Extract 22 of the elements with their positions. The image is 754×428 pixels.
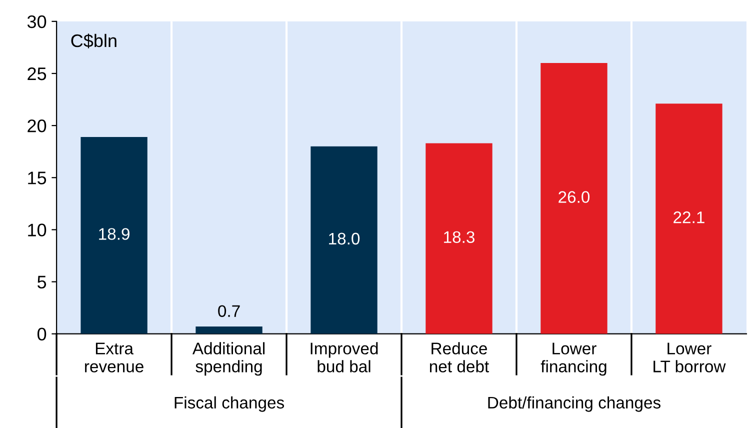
y-tick-label: 30 bbox=[27, 15, 46, 28]
y-tick-label: 25 bbox=[28, 67, 46, 80]
y-tick-label: 20 bbox=[28, 119, 46, 132]
y-tick-label: 15 bbox=[28, 172, 46, 184]
x-tick-label: Lower LT borrow bbox=[654, 342, 726, 372]
text: Fiscal changes bbox=[174, 396, 284, 412]
data-label: 0.7 bbox=[218, 305, 240, 318]
y-tick-label: 5 bbox=[38, 276, 46, 288]
y-tick-label: 10 bbox=[28, 224, 46, 236]
y-axis-title: C$bln bbox=[71, 34, 116, 48]
data-label: 18.3 bbox=[444, 231, 474, 244]
data-label: 18.0 bbox=[329, 232, 360, 245]
x-tick-label: Improved bud bal bbox=[310, 342, 378, 372]
x-tick-label: Extra revenue bbox=[85, 342, 144, 372]
data-label: 18.9 bbox=[99, 228, 130, 240]
y-tick-label: 0 bbox=[37, 328, 46, 341]
data-label: 22.1 bbox=[674, 211, 704, 224]
data-label: 26.0 bbox=[558, 191, 590, 203]
x-tick-label: Reduce net debt bbox=[430, 342, 489, 372]
text: Debt/financing changes bbox=[488, 396, 660, 412]
x-tick-label: Additional spending bbox=[192, 342, 265, 376]
x-tick-label: Lower financing bbox=[540, 342, 606, 376]
